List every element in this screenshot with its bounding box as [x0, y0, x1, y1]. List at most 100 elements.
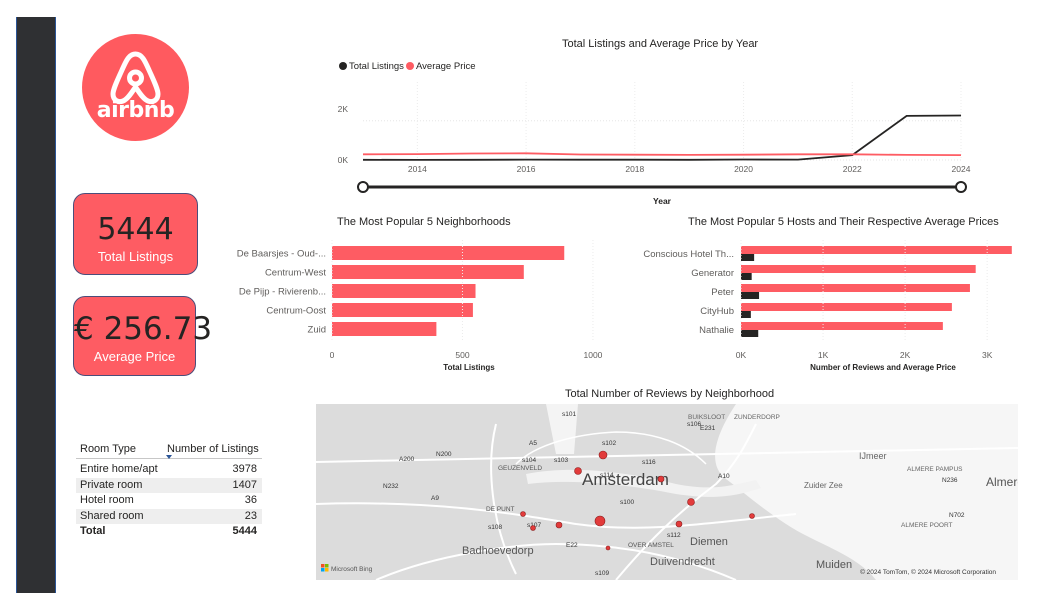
- map-place-label: Diemen: [690, 536, 728, 548]
- x-tick-label: 2022: [843, 164, 862, 174]
- bar-reviews[interactable]: [741, 303, 952, 311]
- review-bubble[interactable]: [555, 521, 563, 529]
- slider-handle-end[interactable]: [955, 181, 967, 193]
- road: [515, 431, 707, 465]
- x-ticks: 2014 2016 2018 2020 2022 2024: [408, 164, 971, 174]
- airbnb-belo-icon: [110, 51, 161, 105]
- bar-reviews[interactable]: [741, 246, 1012, 254]
- x-axis-title: Year: [653, 196, 672, 206]
- bar-average-price[interactable]: [741, 254, 755, 261]
- review-bubble[interactable]: [520, 511, 526, 517]
- map-road-label: s106: [687, 421, 701, 428]
- year-slider[interactable]: [357, 181, 967, 193]
- review-bubble[interactable]: [657, 475, 665, 483]
- map-place-label: GEUZENVELD: [498, 465, 542, 472]
- x-axis-title: Number of Reviews and Average Price: [810, 363, 956, 372]
- map-place-label: BUIKSLOOT: [688, 414, 725, 421]
- map-place-label: Almere: [986, 475, 1018, 489]
- cell-count: 3978: [232, 463, 257, 475]
- legend-label-average-price: Average Price: [416, 61, 476, 72]
- review-bubbles[interactable]: [520, 450, 755, 551]
- series-line-total-listings: [362, 114, 962, 161]
- review-bubble[interactable]: [749, 513, 755, 519]
- hosts-bar-chart: Conscious Hotel Th... Generator Peter CityH…: [643, 240, 1012, 372]
- table-total-row: Total 5444: [76, 524, 262, 540]
- cell-total-label: Total: [80, 525, 106, 537]
- map-place-label: IJmeer: [859, 451, 887, 461]
- cell-room-type: Entire home/apt: [80, 463, 158, 475]
- neighborhoods-chart-title: The Most Popular 5 Neighborhoods: [337, 216, 511, 228]
- sort-desc-icon[interactable]: [166, 455, 172, 459]
- review-bubble[interactable]: [605, 545, 611, 551]
- table-header: Room Type Number of Listings: [76, 440, 262, 459]
- legend-marker-total-listings: [339, 62, 347, 70]
- header-room-type[interactable]: Room Type: [80, 443, 137, 455]
- map-road-label: s114: [600, 472, 614, 479]
- map-road-label: s109: [595, 570, 609, 577]
- map-road-label: s103: [554, 457, 568, 464]
- logo-wordmark: airbnb: [96, 98, 175, 123]
- map-road-label: s104: [522, 457, 536, 464]
- bar[interactable]: [332, 303, 473, 317]
- bar-reviews[interactable]: [741, 284, 970, 292]
- x-tick-label: 0: [330, 350, 335, 360]
- kpi-total-listings: 5444 Total Listings: [73, 193, 198, 275]
- kpi-value: 5444: [97, 212, 174, 247]
- map-place-label: Muiden: [816, 559, 852, 571]
- bar[interactable]: [332, 246, 565, 260]
- review-bubble[interactable]: [598, 450, 608, 460]
- map-canvas[interactable]: Amsterdam Badhoevedorp Diemen Duivendrecht I…: [316, 404, 1018, 580]
- bing-logo: Microsoft Bing: [321, 564, 373, 573]
- reviews-map[interactable]: Amsterdam Badhoevedorp Diemen Duivendrecht I…: [316, 404, 1018, 580]
- bar-average-price[interactable]: [741, 330, 759, 337]
- legend-label-total-listings: Total Listings: [349, 61, 404, 72]
- kpi-label: Total Listings: [97, 249, 174, 264]
- slider-handle-start[interactable]: [357, 181, 369, 193]
- bar-reviews[interactable]: [741, 322, 943, 330]
- bar-average-price[interactable]: [741, 311, 751, 318]
- review-bubble[interactable]: [594, 515, 606, 527]
- neighborhoods-bar-chart: De Baarsjes - Oud-... Centrum-West De Pijp…: [237, 240, 603, 372]
- bar-average-price[interactable]: [741, 292, 760, 299]
- road: [375, 542, 737, 580]
- y-tick-label: 0K: [338, 155, 349, 165]
- legend: Total Listings Average Price: [339, 61, 476, 72]
- category-label: Nathalie: [699, 325, 734, 336]
- map-road-label: E22: [566, 542, 578, 549]
- x-axis-title: Total Listings: [443, 363, 495, 372]
- review-bubble[interactable]: [530, 525, 536, 531]
- table-row: Entire home/apt 3978: [76, 462, 262, 478]
- ms-logo-square: [325, 568, 329, 572]
- category-label: Generator: [691, 268, 734, 279]
- bar[interactable]: [332, 265, 524, 279]
- map-road-label: s100: [620, 499, 634, 506]
- map-road-label: s101: [562, 411, 576, 418]
- map-place-label: ALMERE PAMPUS: [907, 466, 963, 473]
- cell-room-type: Hotel room: [80, 494, 134, 506]
- water-ij: [526, 469, 761, 497]
- review-bubble[interactable]: [675, 520, 683, 528]
- x-tick-label: 2K: [900, 350, 911, 360]
- category-label: Peter: [711, 287, 734, 298]
- map-road-label: N702: [949, 512, 965, 519]
- review-bubble[interactable]: [687, 498, 695, 506]
- bar-average-price[interactable]: [741, 273, 752, 280]
- map-road-label: A10: [718, 473, 730, 480]
- map-road-label: A9: [431, 495, 439, 502]
- bar[interactable]: [332, 322, 437, 336]
- header-number-of-listings[interactable]: Number of Listings: [167, 443, 259, 455]
- category-label: CityHub: [700, 306, 734, 317]
- map-road-label: A5: [529, 440, 537, 447]
- x-tick-label: 2014: [408, 164, 427, 174]
- x-tick-label: 500: [455, 350, 469, 360]
- kpi-average-price: € 256.73 Average Price: [73, 296, 212, 376]
- bar[interactable]: [332, 284, 476, 298]
- ms-logo-square: [321, 568, 325, 572]
- map-road-label: A200: [399, 456, 415, 463]
- cell-count: 1407: [232, 478, 257, 491]
- cell-room-type: Shared room: [80, 509, 144, 522]
- category-label: De Pijp - Rivierenb...: [239, 287, 326, 298]
- review-bubble[interactable]: [574, 467, 582, 475]
- bar-reviews[interactable]: [741, 265, 976, 273]
- road: [615, 423, 757, 580]
